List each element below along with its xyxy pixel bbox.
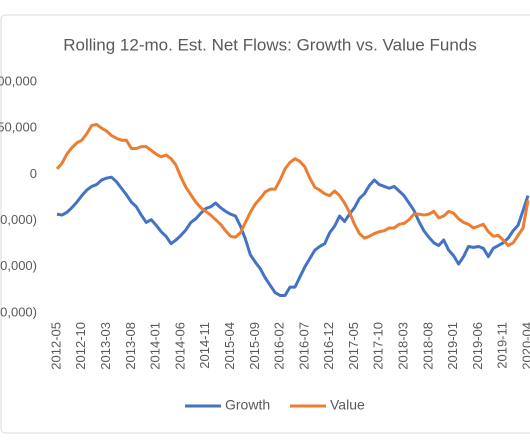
x-tick-label: 2015-09 bbox=[247, 322, 262, 370]
x-tick-label: 2012-05 bbox=[48, 322, 63, 370]
x-tick-label: 2013-08 bbox=[123, 322, 138, 370]
series-line bbox=[56, 175, 530, 297]
y-tick-label: 50,000 bbox=[0, 120, 37, 135]
y-tick-label: (100,000) bbox=[0, 258, 37, 273]
x-tick-label: 2012-10 bbox=[73, 322, 88, 370]
y-tick-label: 0 bbox=[30, 166, 37, 181]
x-tick-label: 2018-03 bbox=[395, 322, 410, 370]
x-tick-label: 2020-04 bbox=[519, 322, 530, 370]
x-tick-label: 2018-08 bbox=[420, 322, 435, 370]
y-tick-label: (150,000) bbox=[0, 304, 37, 319]
x-tick-label: 2015-04 bbox=[222, 322, 237, 370]
legend-label: Growth bbox=[225, 397, 270, 413]
y-tick-label: 100,000 bbox=[0, 73, 37, 88]
x-tick-label: 2016-02 bbox=[272, 322, 287, 370]
x-tick-label: 2016-07 bbox=[296, 322, 311, 370]
y-tick-label: (50,000) bbox=[0, 212, 37, 227]
x-tick-label: 2014-06 bbox=[172, 322, 187, 370]
x-tick-label: 2019-11 bbox=[495, 322, 510, 369]
series-line bbox=[55, 123, 530, 248]
x-tick-label: 2014-01 bbox=[148, 322, 163, 370]
x-tick-label: 2017-10 bbox=[371, 322, 386, 370]
x-tick-label: 2014-11 bbox=[197, 322, 212, 369]
legend-label: Value bbox=[330, 397, 365, 413]
x-tick-label: 2017-05 bbox=[346, 322, 361, 370]
x-tick-label: 2019-01 bbox=[445, 322, 460, 370]
x-tick-label: 2016-12 bbox=[321, 322, 336, 370]
x-tick-label: 2019-06 bbox=[470, 322, 485, 370]
chart-frame bbox=[0, 14, 530, 434]
x-tick-label: 2013-03 bbox=[98, 322, 113, 370]
chart-title: Rolling 12-mo. Est. Net Flows: Growth vs… bbox=[63, 35, 477, 54]
